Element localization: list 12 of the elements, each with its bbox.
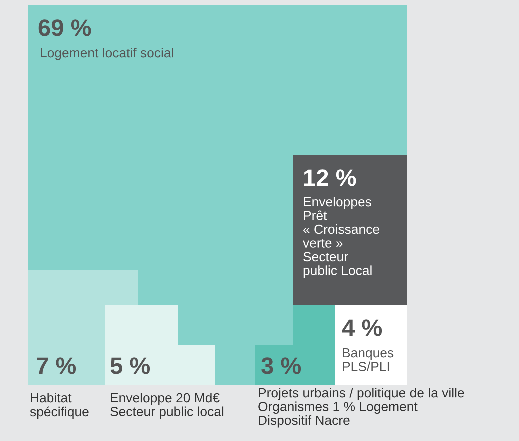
category-label: Projets urbains / politique de la ville Organismes 1 % Logement Dispositif Nacre [258,388,464,428]
category-label: Banques PLS/PLI [343,348,394,372]
data-label: 3 % [262,358,302,374]
data-label: 7 % [37,358,76,374]
category-label: Habitat spécifique [30,393,89,420]
data-label: 5 % [110,358,150,374]
data-label: 69 % [38,20,92,36]
data-label: 12 % [304,170,356,186]
category-label: Logement locatif social [41,48,174,60]
data-label: 4 % [342,320,382,336]
category-label: Enveloppes Prêt « Croissance verte » Secteur public Local [303,197,380,278]
category-label: Enveloppe 20 Md€ Secteur public local [110,393,224,420]
